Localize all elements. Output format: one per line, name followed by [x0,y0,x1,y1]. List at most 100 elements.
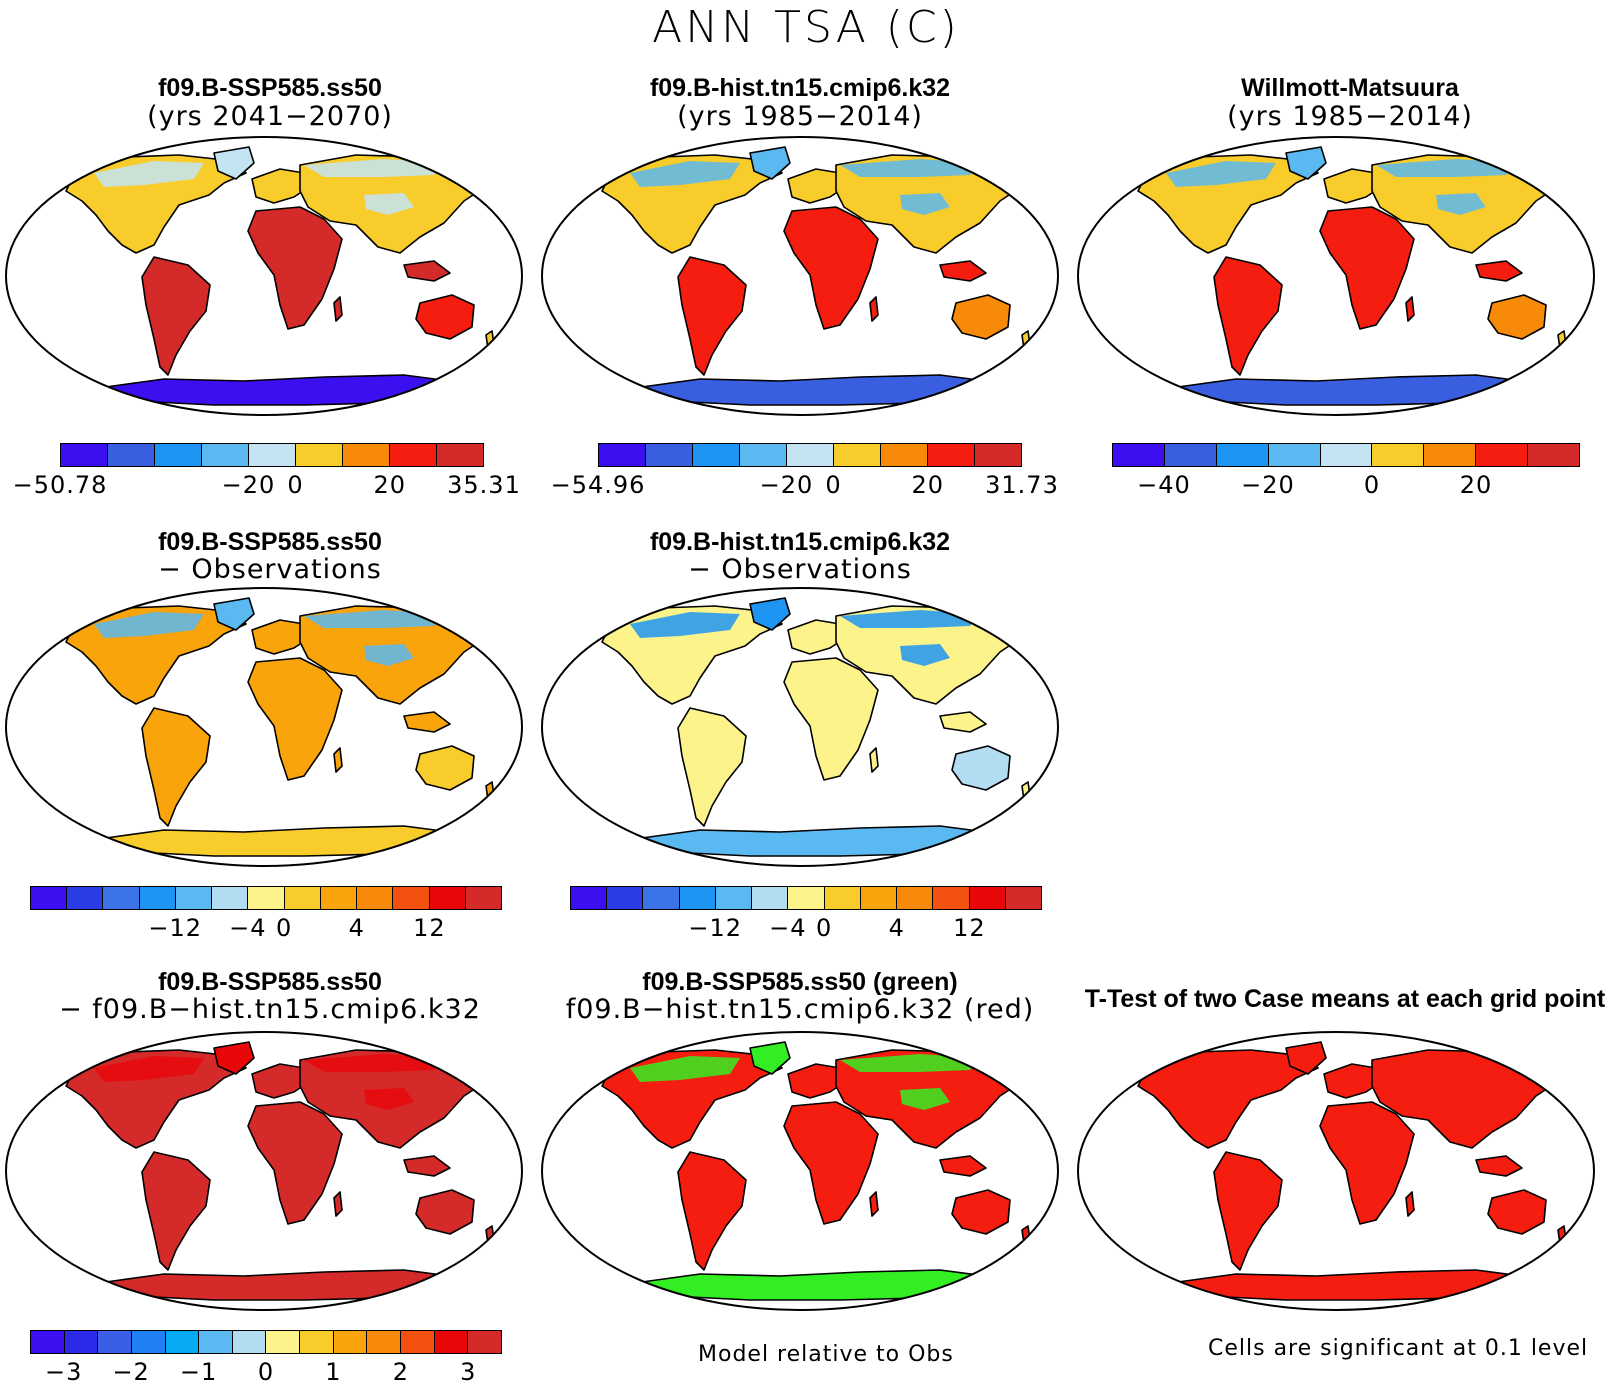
panel-9-title: T-Test of two Case means at each grid po… [1084,985,1606,1013]
colorbar-swatch [599,444,646,466]
colorbar-swatch [437,444,483,466]
map-border [5,587,523,867]
colorbar-tick-label: 0 [825,471,842,499]
map-border [5,136,523,416]
colorbar-swatches [598,443,1022,467]
colorbar-tick-label: −2 [112,1358,150,1386]
colorbar-swatch [975,444,1021,466]
colorbar-tick-label: −50.78 [12,471,108,499]
region-arctic [304,159,444,177]
colorbar-swatch [928,444,975,466]
region-arctic [1376,1054,1516,1072]
colorbar-swatch [1372,444,1425,466]
colorbar-swatches [1112,443,1580,467]
colorbar-swatch [693,444,740,466]
world-map [541,587,1059,867]
colorbar-swatch [752,887,789,909]
colorbar-swatch [131,1331,166,1353]
colorbar-tick-label: 0 [276,914,293,942]
landmass-australia [951,294,1011,340]
landmass-indo [939,260,987,282]
colorbar-panel-7: −3 −2 −1 0 1 2 3 [30,1330,502,1386]
colorbar-swatch [343,444,390,466]
colorbar-swatch [824,887,861,909]
region-tibet [900,644,950,666]
landmass-australia [415,1189,475,1235]
colorbar-swatch [284,887,321,909]
colorbar-swatch [320,887,358,909]
world-map [541,136,1059,416]
landmass-madagascar [1405,1191,1415,1217]
colorbar-tick-label: 12 [953,914,986,942]
colorbar-tick-label: −54.96 [550,471,646,499]
landmass-greenland [1285,1041,1327,1075]
map-panel-2 [540,135,1060,417]
landmass-madagascar [1405,296,1415,322]
colorbar-swatch [61,444,108,466]
colorbar-swatch [881,444,928,466]
landmass-australia [951,1189,1011,1235]
landmass-greenland [749,146,791,180]
colorbar-swatch [249,444,296,466]
map-panel-7 [4,1030,524,1312]
colorbar-tick-label: −4 [229,914,267,942]
colorbar-swatch [740,444,787,466]
colorbar-swatch [139,887,176,909]
colorbar-swatch [67,887,104,909]
colorbar-swatch [607,887,644,909]
landmass-australia [415,294,475,340]
panel-4-title: f09.B-SSP585.ss50 [158,528,382,556]
region-canada [630,612,740,638]
colorbar-tick-label: −3 [44,1358,83,1386]
panel-5-subtitle: − Observations [688,554,912,585]
region-arctic [304,1054,444,1072]
colorbar-tick-label: 20 [911,471,945,499]
colorbar-swatch [787,444,834,466]
colorbar-swatch [98,1331,132,1353]
colorbar-swatch [1320,444,1373,466]
landmass-samerica [1213,256,1283,376]
colorbar-tick-label: 35.31 [447,471,521,499]
colorbar-swatch [1528,444,1580,466]
region-canada [94,612,204,638]
colorbar-swatches [60,443,484,467]
landmass-samerica [141,256,211,376]
landmass-madagascar [869,1191,879,1217]
colorbar-tick-label: 4 [888,914,905,942]
colorbar-swatch [333,1331,368,1353]
landmass-africa [247,1101,343,1225]
landmass-africa [1319,1101,1415,1225]
map-panel-5 [540,586,1060,868]
colorbar-swatch [202,444,249,466]
landmass-africa [1319,206,1415,330]
colorbar-swatch [212,887,249,909]
colorbar-swatch [571,887,608,909]
colorbar-swatch [1476,444,1529,466]
colorbar-swatch [266,1331,301,1353]
panel-8-title: f09.B-SSP585.ss50 (green) [642,968,958,996]
map-panel-1 [4,135,524,417]
colorbar-swatch [296,444,343,466]
colorbar-swatch [646,444,693,466]
landmass-australia [415,745,475,791]
colorbar-swatch [165,1331,200,1353]
colorbar-tick-label: 0 [257,1358,275,1386]
colorbar-tick-label: −40 [1137,471,1191,499]
region-canada [630,161,740,187]
landmass-africa [783,1101,879,1225]
landmass-indo [403,711,451,733]
colorbar-swatch [248,887,285,909]
colorbar-swatch [465,887,502,909]
landmass-samerica [677,707,747,827]
landmass-antarctica [641,1269,987,1301]
region-canada [94,161,204,187]
colorbar-swatch [1216,444,1269,466]
colorbar-tick-label: −12 [148,914,203,942]
colorbar-tick-label: −12 [688,914,743,942]
colorbar-swatch [1424,444,1477,466]
colorbar-swatch [429,887,466,909]
map-border [1077,136,1595,416]
panel-5-title: f09.B-hist.tn15.cmip6.k32 [649,528,951,556]
region-canada [94,1056,204,1082]
landmass-australia [1487,1189,1547,1235]
